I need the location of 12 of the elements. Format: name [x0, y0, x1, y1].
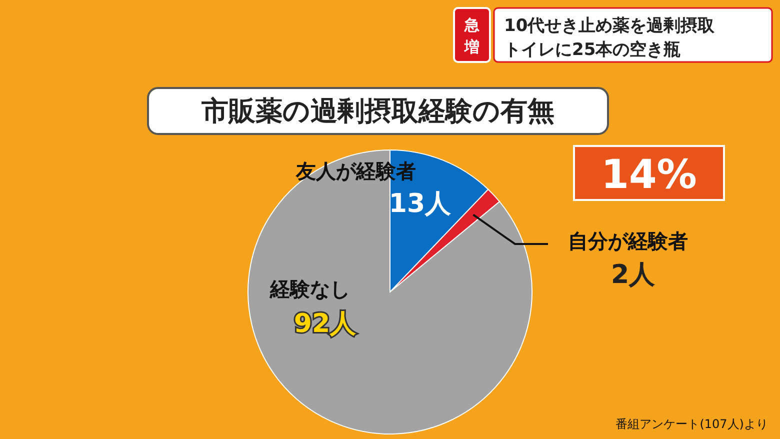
data-label: 13人 [388, 189, 452, 219]
slice-label: 経験なし [269, 277, 350, 301]
slice-label: 自分が経験者 [568, 229, 688, 253]
data-label: 92人 [294, 309, 358, 339]
chart-title: 市販薬の過剰摂取経験の有無 [200, 96, 554, 127]
text: 番組アンケート(107人)より [616, 417, 768, 431]
text: 14% [601, 152, 697, 198]
text: トイレに25本の空き瓶 [504, 40, 681, 60]
data-label: 2人 [610, 260, 656, 290]
pie-slice [248, 150, 532, 434]
text: 急増 [464, 16, 480, 56]
text: 10代せき止め薬を過剰摂取 [504, 16, 716, 36]
